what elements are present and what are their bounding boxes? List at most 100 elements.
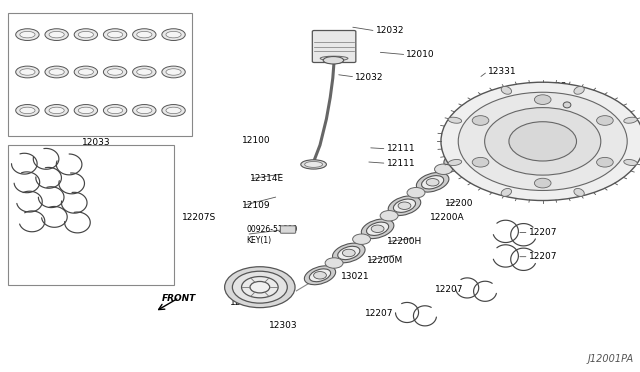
Circle shape [342,249,355,257]
Ellipse shape [78,69,93,75]
Circle shape [225,267,295,308]
Ellipse shape [104,66,127,78]
Ellipse shape [132,105,156,116]
Circle shape [509,122,577,161]
Ellipse shape [108,69,123,75]
Text: J12001PA: J12001PA [588,354,634,364]
Text: 12207S: 12207S [182,213,217,222]
Text: 12200: 12200 [445,199,474,208]
Ellipse shape [16,105,39,116]
Text: 12207: 12207 [435,285,464,294]
Ellipse shape [74,66,97,78]
Ellipse shape [20,69,35,75]
Text: 12207: 12207 [365,309,394,318]
Circle shape [453,155,466,163]
Ellipse shape [574,86,584,94]
FancyBboxPatch shape [280,226,296,233]
Ellipse shape [624,160,637,166]
Ellipse shape [74,105,97,116]
Text: 12303A: 12303A [230,298,265,307]
Circle shape [353,234,371,244]
Text: 12303F: 12303F [475,170,509,179]
Bar [8,13,192,136]
Circle shape [407,187,425,198]
Circle shape [398,202,411,209]
Ellipse shape [20,107,35,114]
Ellipse shape [16,66,39,78]
Circle shape [426,179,439,186]
Circle shape [380,211,398,221]
Circle shape [325,258,343,268]
Ellipse shape [449,153,470,166]
Ellipse shape [305,266,335,285]
Ellipse shape [137,107,152,114]
Ellipse shape [104,29,127,41]
Text: 12010: 12010 [406,50,435,59]
Ellipse shape [333,243,365,263]
Bar [8,145,174,285]
Text: 12303: 12303 [269,321,298,330]
Ellipse shape [45,105,68,116]
Text: 12207: 12207 [529,228,557,237]
Ellipse shape [16,29,39,41]
Text: 00926-51600: 00926-51600 [246,225,298,234]
Text: 12333: 12333 [539,82,568,91]
Ellipse shape [301,160,326,169]
Text: 12331: 12331 [488,67,516,76]
Ellipse shape [49,31,64,38]
Ellipse shape [367,222,388,235]
Ellipse shape [338,246,360,260]
Ellipse shape [326,59,342,64]
Circle shape [458,92,627,190]
Text: 12032: 12032 [355,73,384,81]
Ellipse shape [574,189,584,196]
Text: 12330: 12330 [463,109,492,118]
Ellipse shape [501,86,511,94]
Circle shape [314,272,326,279]
Circle shape [534,95,551,105]
Ellipse shape [78,31,93,38]
Text: FRONT: FRONT [161,294,196,303]
Text: 12109: 12109 [242,201,271,210]
Ellipse shape [20,31,35,38]
Circle shape [472,157,489,167]
Ellipse shape [563,102,571,108]
Text: 12111: 12111 [387,159,415,168]
Ellipse shape [104,105,127,116]
Ellipse shape [323,57,344,64]
Ellipse shape [448,117,461,123]
Circle shape [435,164,452,174]
Circle shape [484,108,601,175]
Text: 12310A: 12310A [559,95,593,104]
Text: 12200M: 12200M [367,256,403,265]
Text: 12032: 12032 [376,26,404,35]
Ellipse shape [422,176,444,189]
Text: 13021: 13021 [340,272,369,280]
Ellipse shape [394,199,415,212]
Circle shape [472,116,489,125]
Circle shape [250,282,269,293]
Ellipse shape [137,31,152,38]
Text: 12314E: 12314E [250,174,284,183]
Circle shape [596,157,613,167]
Circle shape [534,178,551,188]
Text: 12207: 12207 [529,252,557,261]
Circle shape [232,271,287,303]
Ellipse shape [162,66,185,78]
Ellipse shape [624,117,637,123]
Ellipse shape [166,69,181,75]
Ellipse shape [309,269,331,282]
Ellipse shape [108,31,123,38]
Ellipse shape [501,189,511,196]
Ellipse shape [132,66,156,78]
Ellipse shape [74,29,97,41]
Circle shape [596,116,613,125]
Ellipse shape [49,107,64,114]
Ellipse shape [49,69,64,75]
Ellipse shape [417,173,449,192]
Text: 12033: 12033 [82,138,110,147]
Ellipse shape [137,69,152,75]
Ellipse shape [166,31,181,38]
Ellipse shape [305,161,323,167]
Text: KEY(1): KEY(1) [246,236,271,245]
